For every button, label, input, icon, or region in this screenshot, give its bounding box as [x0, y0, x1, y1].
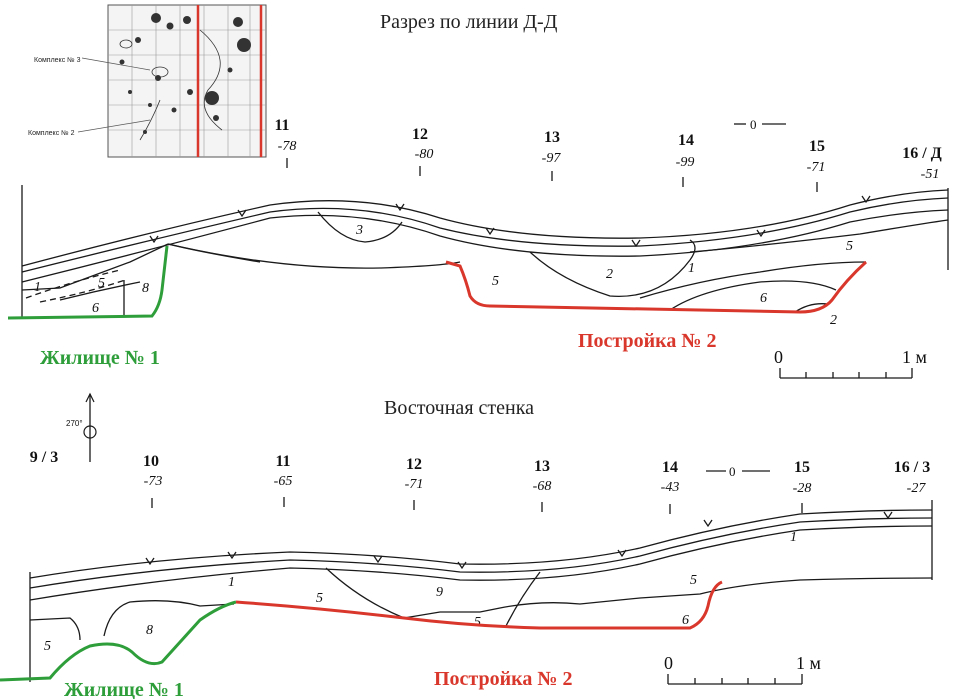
layer-number: 5 [846, 239, 853, 254]
bottom-section-title: Восточная стенка [384, 397, 534, 419]
top-point-depth: -99 [676, 155, 695, 170]
bottom-point-depth: -27 [907, 481, 927, 496]
inset-label-complex-2: Комплекс № 2 [28, 130, 75, 137]
layer-number: 1 [790, 530, 797, 545]
layer-number: 2 [830, 313, 837, 328]
top-scale-bar: 0 1 м [774, 347, 927, 379]
bottom-building-label: Постройка № 2 [434, 668, 572, 690]
layer-number: 8 [142, 281, 149, 296]
layer-number: 6 [92, 301, 99, 316]
bottom-scale-end: 1 м [796, 653, 821, 673]
layer-number: 1 [688, 261, 695, 276]
bottom-stratigraphy [29, 500, 933, 682]
top-point-label: 14 [678, 132, 694, 149]
top-building-outline [445, 260, 868, 314]
layer-number: 6 [682, 613, 689, 628]
bottom-zero-mark: 0 [706, 464, 770, 479]
bottom-layer-numbers: 1 5 9 5 5 6 1 5 8 [44, 530, 797, 654]
bottom-point-depth: -28 [793, 481, 812, 496]
top-point-label: 11 [274, 117, 289, 134]
layer-number: 5 [44, 639, 51, 654]
layer-number: 1 [34, 280, 41, 295]
top-point-depth: -78 [278, 139, 297, 154]
inset-plan-map: Комплекс № 3 Комплекс № 2 [28, 4, 267, 158]
layer-number: 5 [492, 274, 499, 289]
layer-number: 6 [760, 291, 767, 306]
layer-number: 2 [606, 267, 613, 282]
bottom-scale-bar: 0 1 м [664, 653, 821, 685]
top-points: 11 -78 12 -80 13 -97 14 -99 15 -71 16 / … [274, 117, 942, 192]
bottom-zero-label: 0 [729, 464, 736, 479]
layer-number: 9 [436, 585, 443, 600]
bottom-dwelling-label: Жилище № 1 [64, 679, 184, 699]
north-value: 270° [66, 419, 83, 428]
layer-number: 1 [228, 575, 235, 590]
layer-number: 5 [98, 276, 105, 291]
bottom-point-label: 11 [275, 453, 290, 470]
top-point-label: 13 [544, 129, 560, 146]
layer-number: 3 [355, 223, 363, 238]
top-scale-end: 1 м [902, 347, 927, 367]
top-scale-start: 0 [774, 347, 783, 367]
top-building-label: Постройка № 2 [578, 330, 716, 352]
top-zero-label: 0 [750, 117, 757, 132]
top-point-depth: -71 [807, 160, 826, 175]
bottom-scale-start: 0 [664, 653, 673, 673]
bottom-point-label: 15 [794, 459, 810, 476]
layer-number: 8 [146, 623, 153, 638]
top-point-depth: -51 [921, 167, 940, 182]
top-section-title: Разрез по линии Д-Д [380, 11, 558, 33]
top-stratigraphy [21, 185, 949, 318]
bottom-point-depth: -65 [274, 474, 293, 489]
layer-number: 5 [316, 591, 323, 606]
bottom-point-label: 9 / 3 [30, 449, 58, 466]
bottom-point-depth: -71 [405, 477, 424, 492]
bottom-point-depth: -43 [661, 480, 680, 495]
layer-number: 5 [690, 573, 697, 588]
top-dwelling-label: Жилище № 1 [40, 347, 160, 369]
top-dwelling-outline [7, 245, 169, 320]
top-point-label: 12 [412, 126, 428, 143]
bottom-point-depth: -73 [144, 474, 163, 489]
top-point-depth: -97 [542, 151, 562, 166]
top-point-label: 15 [809, 138, 825, 155]
bottom-point-label: 13 [534, 458, 550, 475]
layer-number: 5 [474, 615, 481, 630]
north-indicator: 270° [66, 392, 97, 462]
top-point-label: 16 / Д [902, 145, 941, 162]
top-zero-mark: 0 [734, 117, 786, 132]
top-layer-numbers: 1 5 6 8 3 5 2 1 5 6 2 [34, 223, 853, 328]
inset-label-complex-3: Комплекс № 3 [34, 57, 81, 64]
bottom-point-label: 12 [406, 456, 422, 473]
bottom-building-outline [235, 580, 723, 630]
bottom-points: 9 / 3 10 -73 11 -65 12 -71 13 -68 14 -43… [30, 449, 930, 514]
bottom-point-label: 14 [662, 459, 678, 476]
bottom-point-label: 10 [143, 453, 159, 470]
top-point-depth: -80 [415, 147, 434, 162]
bottom-point-label: 16 / 3 [894, 459, 930, 476]
bottom-dwelling-outline [0, 600, 237, 682]
bottom-point-depth: -68 [533, 479, 552, 494]
